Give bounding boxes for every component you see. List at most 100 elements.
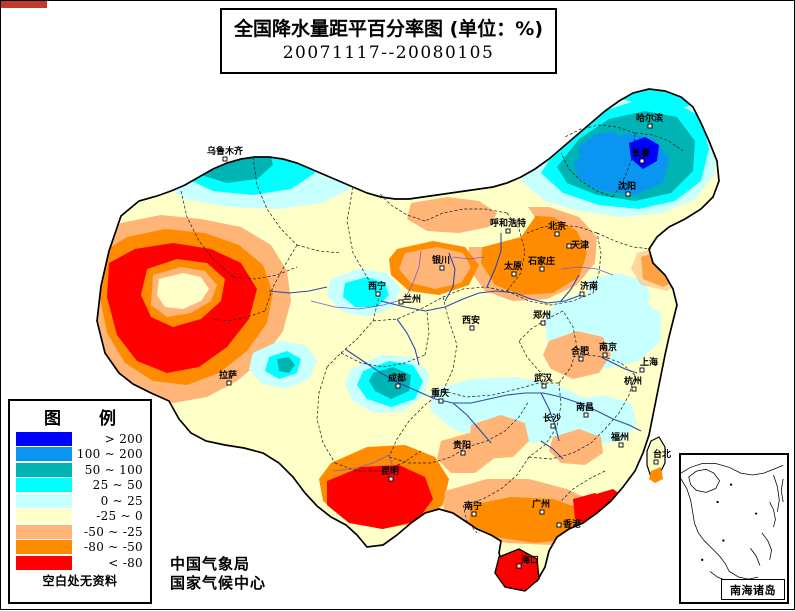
credit-line-1: 中国气象局 bbox=[170, 555, 251, 573]
city-dot-icon bbox=[469, 325, 475, 331]
city-marker: 武汉 bbox=[534, 372, 553, 389]
city-dot-icon bbox=[226, 380, 232, 386]
city-dot-icon bbox=[540, 320, 546, 326]
city-dot-icon bbox=[579, 291, 585, 297]
rivers bbox=[268, 233, 642, 460]
city-marker: 长春 bbox=[632, 147, 651, 164]
city-dot-icon bbox=[439, 265, 445, 271]
city-marker: 兰州 bbox=[398, 293, 421, 305]
city-label: 银川 bbox=[432, 254, 450, 266]
city-dot-icon bbox=[222, 156, 228, 162]
city-label: 南宁 bbox=[464, 500, 482, 512]
corner-marker bbox=[1, 1, 47, 8]
city-label: 南京 bbox=[599, 341, 617, 353]
city-dot-icon bbox=[375, 291, 381, 297]
city-label: 沈阳 bbox=[618, 180, 636, 192]
legend-label: -50 ~ -25 bbox=[83, 524, 143, 539]
legend-swatch bbox=[16, 462, 72, 477]
city-marker: 台北 bbox=[653, 448, 671, 465]
city-dot-icon bbox=[505, 228, 511, 234]
legend-note: 空白处无资料 bbox=[42, 573, 118, 588]
legend-box: 图 例 > 200 100 ~ 200 50 ~ 100 25 ~ 50 0 ~ 25-… bbox=[8, 399, 152, 604]
city-label: 海口 bbox=[521, 554, 539, 566]
city-marker: 南宁 bbox=[464, 500, 482, 517]
city-marker: 西宁 bbox=[368, 280, 386, 297]
city-label: 天津 bbox=[571, 239, 589, 251]
legend-swatch bbox=[16, 540, 72, 555]
legend-row: -50 ~ -25 bbox=[10, 524, 150, 540]
city-label: 太原 bbox=[503, 260, 522, 272]
legend-row: -25 ~ 0 bbox=[10, 509, 150, 525]
legend-label: 50 ~ 100 bbox=[84, 462, 143, 477]
legend-row: -80 ~ -50 bbox=[10, 540, 150, 556]
city-label: 拉萨 bbox=[219, 369, 237, 381]
city-marker: 香港 bbox=[556, 518, 582, 530]
credit-line-2: 国家气候中心 bbox=[170, 573, 267, 592]
city-dot-icon bbox=[647, 123, 653, 129]
city-dot-icon bbox=[566, 243, 572, 249]
city-marker: 合肥 bbox=[571, 345, 589, 362]
map-title-box: 全国降水量距平百分率图 (单位：%) 20071117--20080105 bbox=[220, 8, 557, 74]
legend-swatch bbox=[16, 555, 72, 570]
city-marker: 南京 bbox=[599, 341, 617, 358]
city-label: 济南 bbox=[580, 280, 598, 292]
city-label: 郑州 bbox=[533, 309, 551, 321]
inset-label: 南海诸岛 bbox=[721, 579, 785, 600]
city-dot-icon bbox=[578, 356, 584, 362]
city-dot-icon bbox=[554, 231, 560, 237]
city-label: 杭州 bbox=[624, 375, 642, 387]
city-marker: 银川 bbox=[432, 254, 450, 271]
city-label: 成都 bbox=[388, 372, 406, 384]
inset-map-svg bbox=[681, 463, 784, 584]
city-marker: 呼和浩特 bbox=[490, 217, 526, 234]
legend-row: 50 ~ 100 bbox=[10, 462, 150, 478]
city-marker: 成都 bbox=[388, 372, 406, 389]
city-marker: 南昌 bbox=[576, 401, 594, 418]
city-label: 哈尔滨 bbox=[636, 112, 663, 124]
city-label: 重庆 bbox=[431, 387, 449, 399]
city-marker: 石家庄 bbox=[527, 255, 555, 272]
city-label: 长沙 bbox=[543, 412, 561, 424]
city-marker: 上海 bbox=[639, 356, 658, 373]
city-marker: 济南 bbox=[579, 280, 598, 297]
city-marker: 天津 bbox=[566, 239, 589, 251]
legend-swatch bbox=[16, 493, 72, 508]
legend-rows: > 200 100 ~ 200 50 ~ 100 25 ~ 50 0 ~ 25 -25 ~… bbox=[10, 431, 150, 571]
legend-label: 0 ~ 25 bbox=[100, 493, 143, 508]
city-dot-icon bbox=[639, 158, 645, 164]
city-label: 昆明 bbox=[381, 466, 399, 477]
city-dot-icon bbox=[639, 367, 645, 373]
city-marker: 昆明 bbox=[381, 466, 399, 482]
city-marker: 拉萨 bbox=[219, 369, 237, 386]
city-marker: 福州 bbox=[610, 431, 629, 448]
legend-label: -25 ~ 0 bbox=[96, 509, 143, 524]
city-label: 长春 bbox=[632, 147, 651, 159]
city-label: 广州 bbox=[532, 498, 550, 510]
legend-row: 25 ~ 50 bbox=[10, 478, 150, 494]
city-label: 呼和浩特 bbox=[490, 217, 526, 229]
legend-swatch bbox=[16, 509, 72, 524]
city-dot-icon bbox=[438, 398, 444, 404]
city-label: 兰州 bbox=[403, 293, 421, 305]
city-marker: 海口 bbox=[516, 554, 539, 569]
city-dot-icon bbox=[550, 423, 556, 429]
legend-label: < -80 bbox=[108, 555, 143, 570]
basin-boundaries bbox=[310, 250, 614, 479]
city-label: 西宁 bbox=[368, 280, 386, 292]
south-china-sea-inset: 南海诸岛 bbox=[679, 453, 789, 604]
city-dot-icon bbox=[602, 352, 608, 358]
city-dot-icon bbox=[631, 386, 637, 392]
legend-row: > 200 bbox=[10, 431, 150, 447]
legend-swatch bbox=[16, 447, 72, 462]
title-period: 20071117--20080105 bbox=[282, 42, 495, 63]
city-dot-icon bbox=[541, 383, 547, 389]
city-dot-icon bbox=[398, 299, 404, 305]
legend-row: 0 ~ 25 bbox=[10, 493, 150, 509]
legend-swatch bbox=[16, 431, 72, 446]
city-marker: 西安 bbox=[462, 314, 480, 331]
city-label: 乌鲁木齐 bbox=[207, 145, 244, 157]
city-dot-icon bbox=[539, 509, 545, 515]
city-marker: 郑州 bbox=[533, 309, 551, 326]
city-dot-icon bbox=[625, 191, 631, 197]
